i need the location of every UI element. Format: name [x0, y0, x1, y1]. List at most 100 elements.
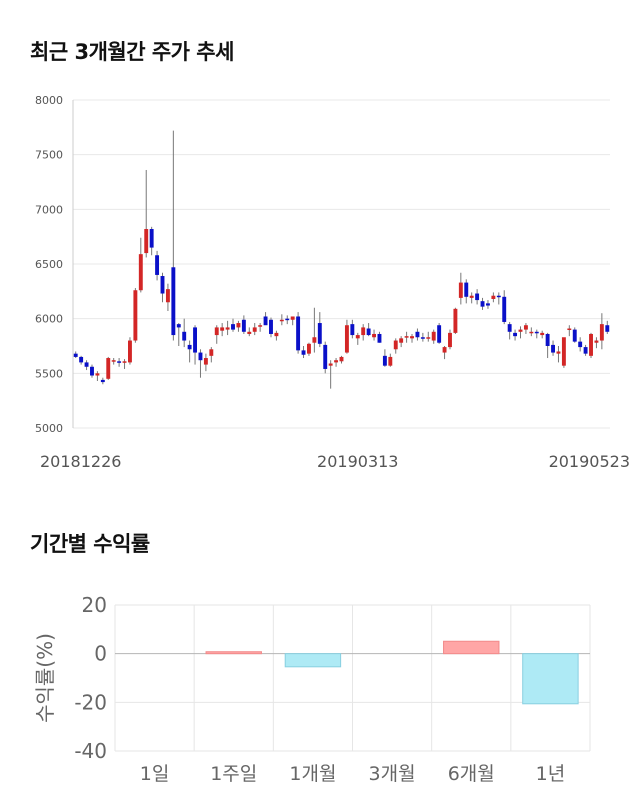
- candle-body-up: [410, 336, 414, 339]
- price-y-tick: 7000: [35, 203, 63, 216]
- candle: [437, 323, 442, 344]
- candle-body-up: [469, 295, 474, 298]
- candle: [605, 320, 610, 334]
- candle: [534, 329, 539, 339]
- candle: [420, 332, 425, 342]
- candle: [209, 347, 214, 363]
- candle-body-up: [225, 327, 230, 330]
- candle: [111, 358, 116, 365]
- candle-body-up: [442, 347, 447, 353]
- period-labels: 1일 1주일 1개월 3개월 6개월 1년: [140, 763, 565, 785]
- candle: [214, 325, 219, 344]
- candle-body-down: [79, 356, 84, 363]
- candle-body-down: [149, 229, 154, 248]
- candle-body-down: [583, 347, 588, 354]
- candle: [144, 169, 149, 258]
- return-y-tick: 0: [94, 642, 107, 666]
- candle: [149, 226, 154, 256]
- period-label: 6개월: [448, 763, 495, 785]
- candle-body-down: [605, 325, 610, 332]
- candle-body-down: [84, 362, 89, 367]
- candle: [366, 323, 371, 337]
- candle-body-up: [589, 333, 593, 356]
- candle: [393, 338, 398, 354]
- candle-body-up: [404, 336, 409, 338]
- candle: [106, 356, 111, 380]
- candle: [561, 337, 566, 368]
- candle-body-down: [475, 293, 480, 301]
- candles: [73, 130, 610, 389]
- candle-body-up: [209, 349, 214, 356]
- candle-body-down: [193, 327, 197, 353]
- candle-body-up: [122, 361, 127, 363]
- candle: [529, 327, 534, 337]
- candle-body-up: [258, 325, 263, 327]
- candle: [404, 331, 409, 343]
- candle: [491, 292, 496, 303]
- candle: [502, 290, 507, 325]
- candle: [220, 323, 225, 337]
- candle-body-down: [464, 282, 469, 297]
- candle: [279, 314, 284, 326]
- candle-body-down: [578, 341, 583, 348]
- candle: [198, 349, 203, 378]
- candle-body-up: [594, 340, 599, 343]
- candle-body-up: [106, 358, 111, 379]
- candle: [567, 325, 572, 337]
- candle-body-up: [128, 340, 132, 363]
- candle-body-up: [312, 337, 317, 343]
- candle: [583, 344, 588, 356]
- candle-body-up: [203, 358, 208, 365]
- period-label: 1개월: [289, 763, 336, 785]
- candle: [344, 319, 349, 354]
- candle-body-up: [561, 337, 566, 366]
- candle: [182, 318, 187, 348]
- candle: [377, 331, 382, 343]
- price-y-tick: 6000: [35, 313, 63, 326]
- candle: [594, 337, 599, 349]
- candle: [328, 360, 333, 389]
- candle-body-down: [350, 324, 355, 336]
- candle: [187, 340, 192, 363]
- candle-body-up: [491, 295, 496, 299]
- candle: [431, 329, 436, 344]
- candle-body-down: [317, 323, 322, 344]
- candle-body-down: [502, 296, 507, 322]
- candle: [307, 342, 311, 356]
- price-y-tick: 5500: [35, 367, 63, 380]
- candle-body-up: [453, 308, 458, 333]
- candle-body-up: [133, 290, 138, 341]
- candle: [95, 371, 100, 381]
- candle: [415, 328, 420, 341]
- candle: [355, 332, 360, 345]
- candle-body-up: [426, 337, 431, 339]
- candle: [496, 292, 501, 305]
- date-label: 20181226: [40, 452, 121, 471]
- candle-body-up: [165, 289, 170, 303]
- candle-body-down: [198, 352, 203, 361]
- candle-body-up: [252, 327, 257, 332]
- candle: [193, 325, 197, 365]
- candle: [122, 359, 127, 369]
- candle-body-up: [328, 363, 333, 366]
- candle-body-up: [518, 329, 523, 332]
- period-return-title: 기간별 수익률: [30, 532, 150, 556]
- candle-body-down: [572, 329, 577, 342]
- candle: [523, 323, 528, 334]
- candle-body-down: [366, 328, 371, 336]
- candle-body-down: [496, 295, 501, 298]
- candle-body-down: [187, 344, 192, 350]
- candle: [442, 346, 447, 360]
- candle: [507, 321, 512, 340]
- candle: [453, 307, 458, 334]
- candle: [258, 323, 263, 332]
- candle-body-down: [480, 301, 485, 307]
- candle: [133, 288, 138, 343]
- candle-body-down: [437, 325, 442, 343]
- candle-body-down: [269, 319, 273, 334]
- candle: [160, 272, 165, 303]
- candle-body-up: [144, 229, 149, 254]
- return-y-tick: -40: [74, 739, 107, 763]
- candle-body-down: [90, 366, 94, 376]
- candle: [176, 323, 181, 346]
